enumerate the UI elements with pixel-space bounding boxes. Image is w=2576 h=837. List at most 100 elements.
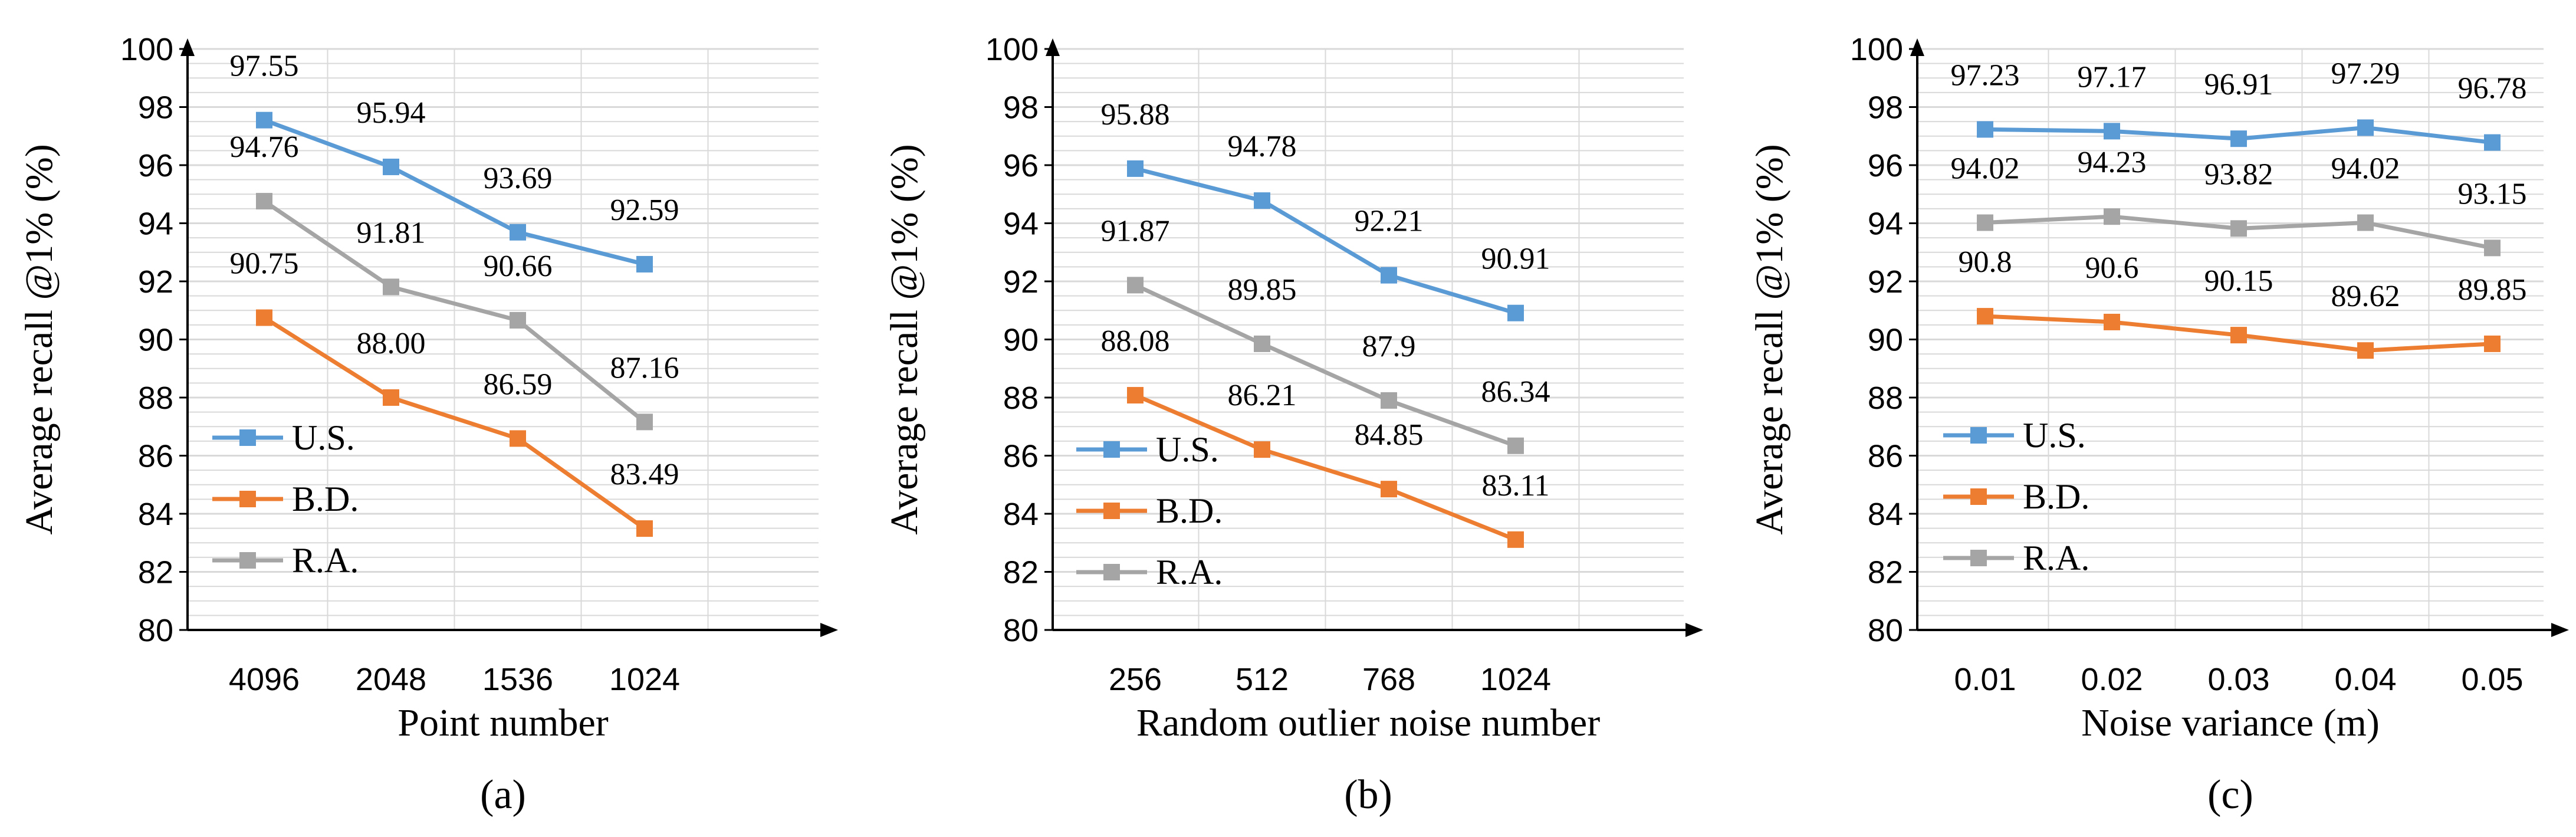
y-tick-label: 98 — [138, 90, 173, 126]
data-label: 83.49 — [610, 458, 679, 491]
data-point-marker — [2104, 123, 2120, 140]
series-line-bd — [263, 316, 646, 530]
chart-panel-1: 80 82 84 86 88 90 92 94 96 98 100 256 512 768 1024 Aver… — [883, 32, 1703, 818]
y-tick-label: 80 — [1868, 613, 1903, 648]
panel-caption: (b) — [1344, 772, 1392, 818]
data-label: 83.11 — [1481, 469, 1549, 503]
x-tick-label: 256 — [1109, 662, 1162, 697]
x-tick-label: 768 — [1362, 662, 1415, 697]
data-label: 95.88 — [1101, 98, 1170, 132]
data-label: 92.21 — [1355, 205, 1424, 238]
x-axis-arrow-icon — [820, 623, 838, 637]
legend-label: B.D. — [292, 480, 359, 518]
legend-marker — [1970, 550, 1987, 566]
data-label: 87.16 — [610, 351, 679, 385]
data-label: 94.76 — [230, 130, 299, 164]
y-axis-title: Average recall @1% (%) — [883, 144, 926, 534]
y-tick-label: 98 — [1003, 90, 1039, 126]
y-tick-label: 82 — [1868, 555, 1903, 590]
data-label: 94.78 — [1228, 130, 1297, 163]
y-tick-label: 82 — [1003, 555, 1039, 590]
data-label: 91.87 — [1101, 214, 1170, 248]
data-label: 86.34 — [1481, 375, 1550, 409]
data-label: 94.02 — [1951, 152, 2020, 186]
data-label: 92.59 — [610, 193, 679, 227]
y-tick-label: 90 — [1003, 323, 1039, 358]
data-label: 96.78 — [2458, 72, 2527, 106]
data-point-marker — [1507, 531, 1524, 548]
data-point-marker — [1254, 192, 1270, 209]
data-point-marker — [636, 413, 653, 431]
data-label: 90.75 — [230, 247, 299, 281]
y-tick-label: 90 — [138, 323, 173, 358]
y-tick-label: 98 — [1868, 90, 1903, 126]
data-point-marker — [2357, 214, 2374, 231]
data-label: 93.69 — [484, 162, 553, 195]
legend-label: R.A. — [292, 541, 359, 580]
x-tick-label: 512 — [1236, 662, 1289, 697]
x-tick-label: 0.03 — [2207, 662, 2269, 697]
legend-label: U.S. — [2023, 416, 2086, 455]
data-label: 90.6 — [2085, 251, 2139, 285]
legend-marker — [1103, 441, 1120, 458]
data-point-marker — [256, 309, 272, 326]
data-label: 90.66 — [484, 250, 553, 283]
legend-marker — [239, 429, 256, 446]
data-label: 88.08 — [1101, 324, 1170, 358]
y-tick-label: 84 — [1868, 497, 1903, 532]
data-point-marker — [1977, 121, 1993, 138]
legend-marker — [1970, 427, 1987, 444]
data-label: 97.23 — [1951, 58, 2020, 92]
y-tick-label: 96 — [1868, 148, 1903, 183]
data-label: 94.23 — [2078, 146, 2147, 179]
data-label: 95.94 — [357, 96, 426, 130]
data-label: 90.8 — [1959, 245, 2012, 279]
y-tick-label: 86 — [1868, 439, 1903, 474]
data-point-marker — [510, 311, 526, 329]
y-tick-label: 82 — [138, 555, 173, 590]
data-label: 93.82 — [2204, 157, 2273, 191]
data-point-marker — [2230, 327, 2247, 344]
data-point-marker — [2484, 134, 2501, 151]
x-tick-label: 0.05 — [2461, 662, 2523, 697]
legend-label: U.S. — [1156, 430, 1219, 469]
x-tick-label: 1024 — [609, 662, 680, 697]
legend-marker — [1103, 564, 1120, 580]
data-point-marker — [636, 520, 653, 537]
data-label: 89.85 — [2458, 273, 2527, 307]
legend-marker — [1970, 488, 1987, 505]
data-label: 94.02 — [2331, 152, 2400, 186]
y-tick-label: 86 — [1003, 439, 1039, 474]
x-axis-arrow-icon — [1685, 623, 1703, 637]
y-tick-label: 84 — [1003, 497, 1039, 532]
data-point-marker — [1507, 437, 1524, 454]
data-point-marker — [1254, 335, 1270, 352]
y-axis-arrow-icon — [1046, 38, 1060, 56]
x-axis-arrow-icon — [2551, 623, 2569, 637]
data-label: 91.81 — [357, 216, 426, 250]
data-label: 96.91 — [2204, 68, 2273, 101]
data-point-marker — [1127, 387, 1144, 404]
y-tick-label: 100 — [1850, 32, 1903, 67]
x-tick-label: 0.02 — [2081, 662, 2143, 697]
data-point-marker — [1127, 160, 1144, 177]
data-point-marker — [1507, 304, 1524, 321]
data-label: 90.91 — [1481, 242, 1550, 276]
data-point-marker — [2104, 208, 2120, 225]
x-tick-label: 1536 — [482, 662, 553, 697]
data-point-marker — [510, 224, 526, 241]
x-tick-label: 1024 — [1480, 662, 1551, 697]
x-tick-label: 0.04 — [2334, 662, 2396, 697]
data-label: 89.62 — [2331, 280, 2400, 313]
legend-label: B.D. — [2023, 477, 2089, 516]
data-label: 89.85 — [1228, 273, 1297, 307]
data-point-marker — [2230, 220, 2247, 237]
y-tick-label: 96 — [1003, 148, 1039, 183]
data-point-marker — [2104, 313, 2120, 330]
panel-caption: (c) — [2207, 772, 2253, 818]
data-label: 86.21 — [1228, 379, 1297, 412]
data-point-marker — [383, 389, 399, 406]
y-axis-arrow-icon — [1910, 38, 1924, 56]
data-point-marker — [1127, 277, 1144, 294]
